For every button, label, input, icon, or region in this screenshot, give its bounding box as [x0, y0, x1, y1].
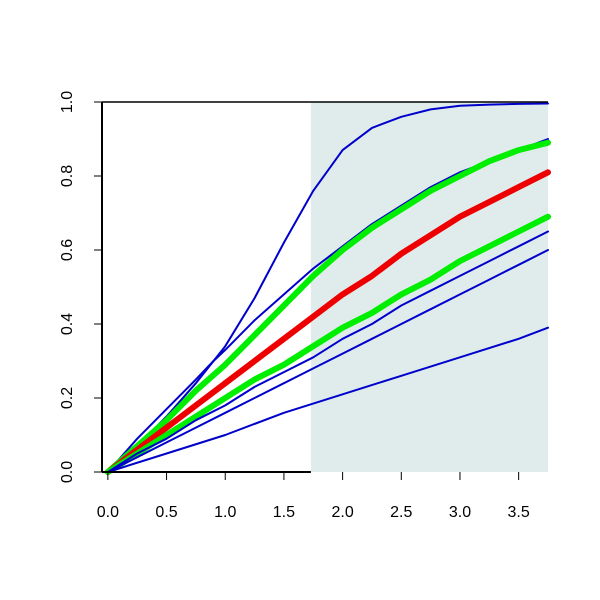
x-tick-label-3.5: 3.5 [508, 504, 530, 521]
shaded-region [310, 102, 548, 472]
x-tick-label-3.0: 3.0 [449, 504, 471, 521]
y-tick-label-0.8: 0.8 [59, 165, 76, 187]
series-layer [104, 102, 551, 475]
axes-layer: 0.0 0.5 1.0 1.5 2.0 2.5 3.0 3.5 0.0 0.2 0.4 0.6 0.8 1… [59, 91, 548, 521]
x-tick-label-0.5: 0.5 [155, 504, 177, 521]
y-tick-label-0.6: 0.6 [59, 239, 76, 261]
y-tick-label-0.2: 0.2 [59, 387, 76, 409]
series-line-8 [106, 326, 549, 473]
x-tick-label-2.0: 2.0 [331, 504, 353, 521]
y-tick-label-0.0: 0.0 [59, 461, 76, 483]
y-tick-label-0.4: 0.4 [59, 313, 76, 335]
x-tick-label-1.0: 1.0 [214, 504, 236, 521]
series-line-4 [104, 169, 551, 475]
series-line-6 [106, 230, 549, 473]
y-tick-label-1.0: 1.0 [59, 91, 76, 113]
series-line-1 [106, 102, 549, 473]
x-tick-label-2.5: 2.5 [390, 504, 412, 521]
x-tick-label-1.5: 1.5 [273, 504, 295, 521]
x-tick-label-0.0: 0.0 [97, 504, 119, 521]
series-line-3 [104, 139, 551, 475]
series-line-7 [106, 249, 549, 473]
series-line-5 [104, 213, 551, 475]
